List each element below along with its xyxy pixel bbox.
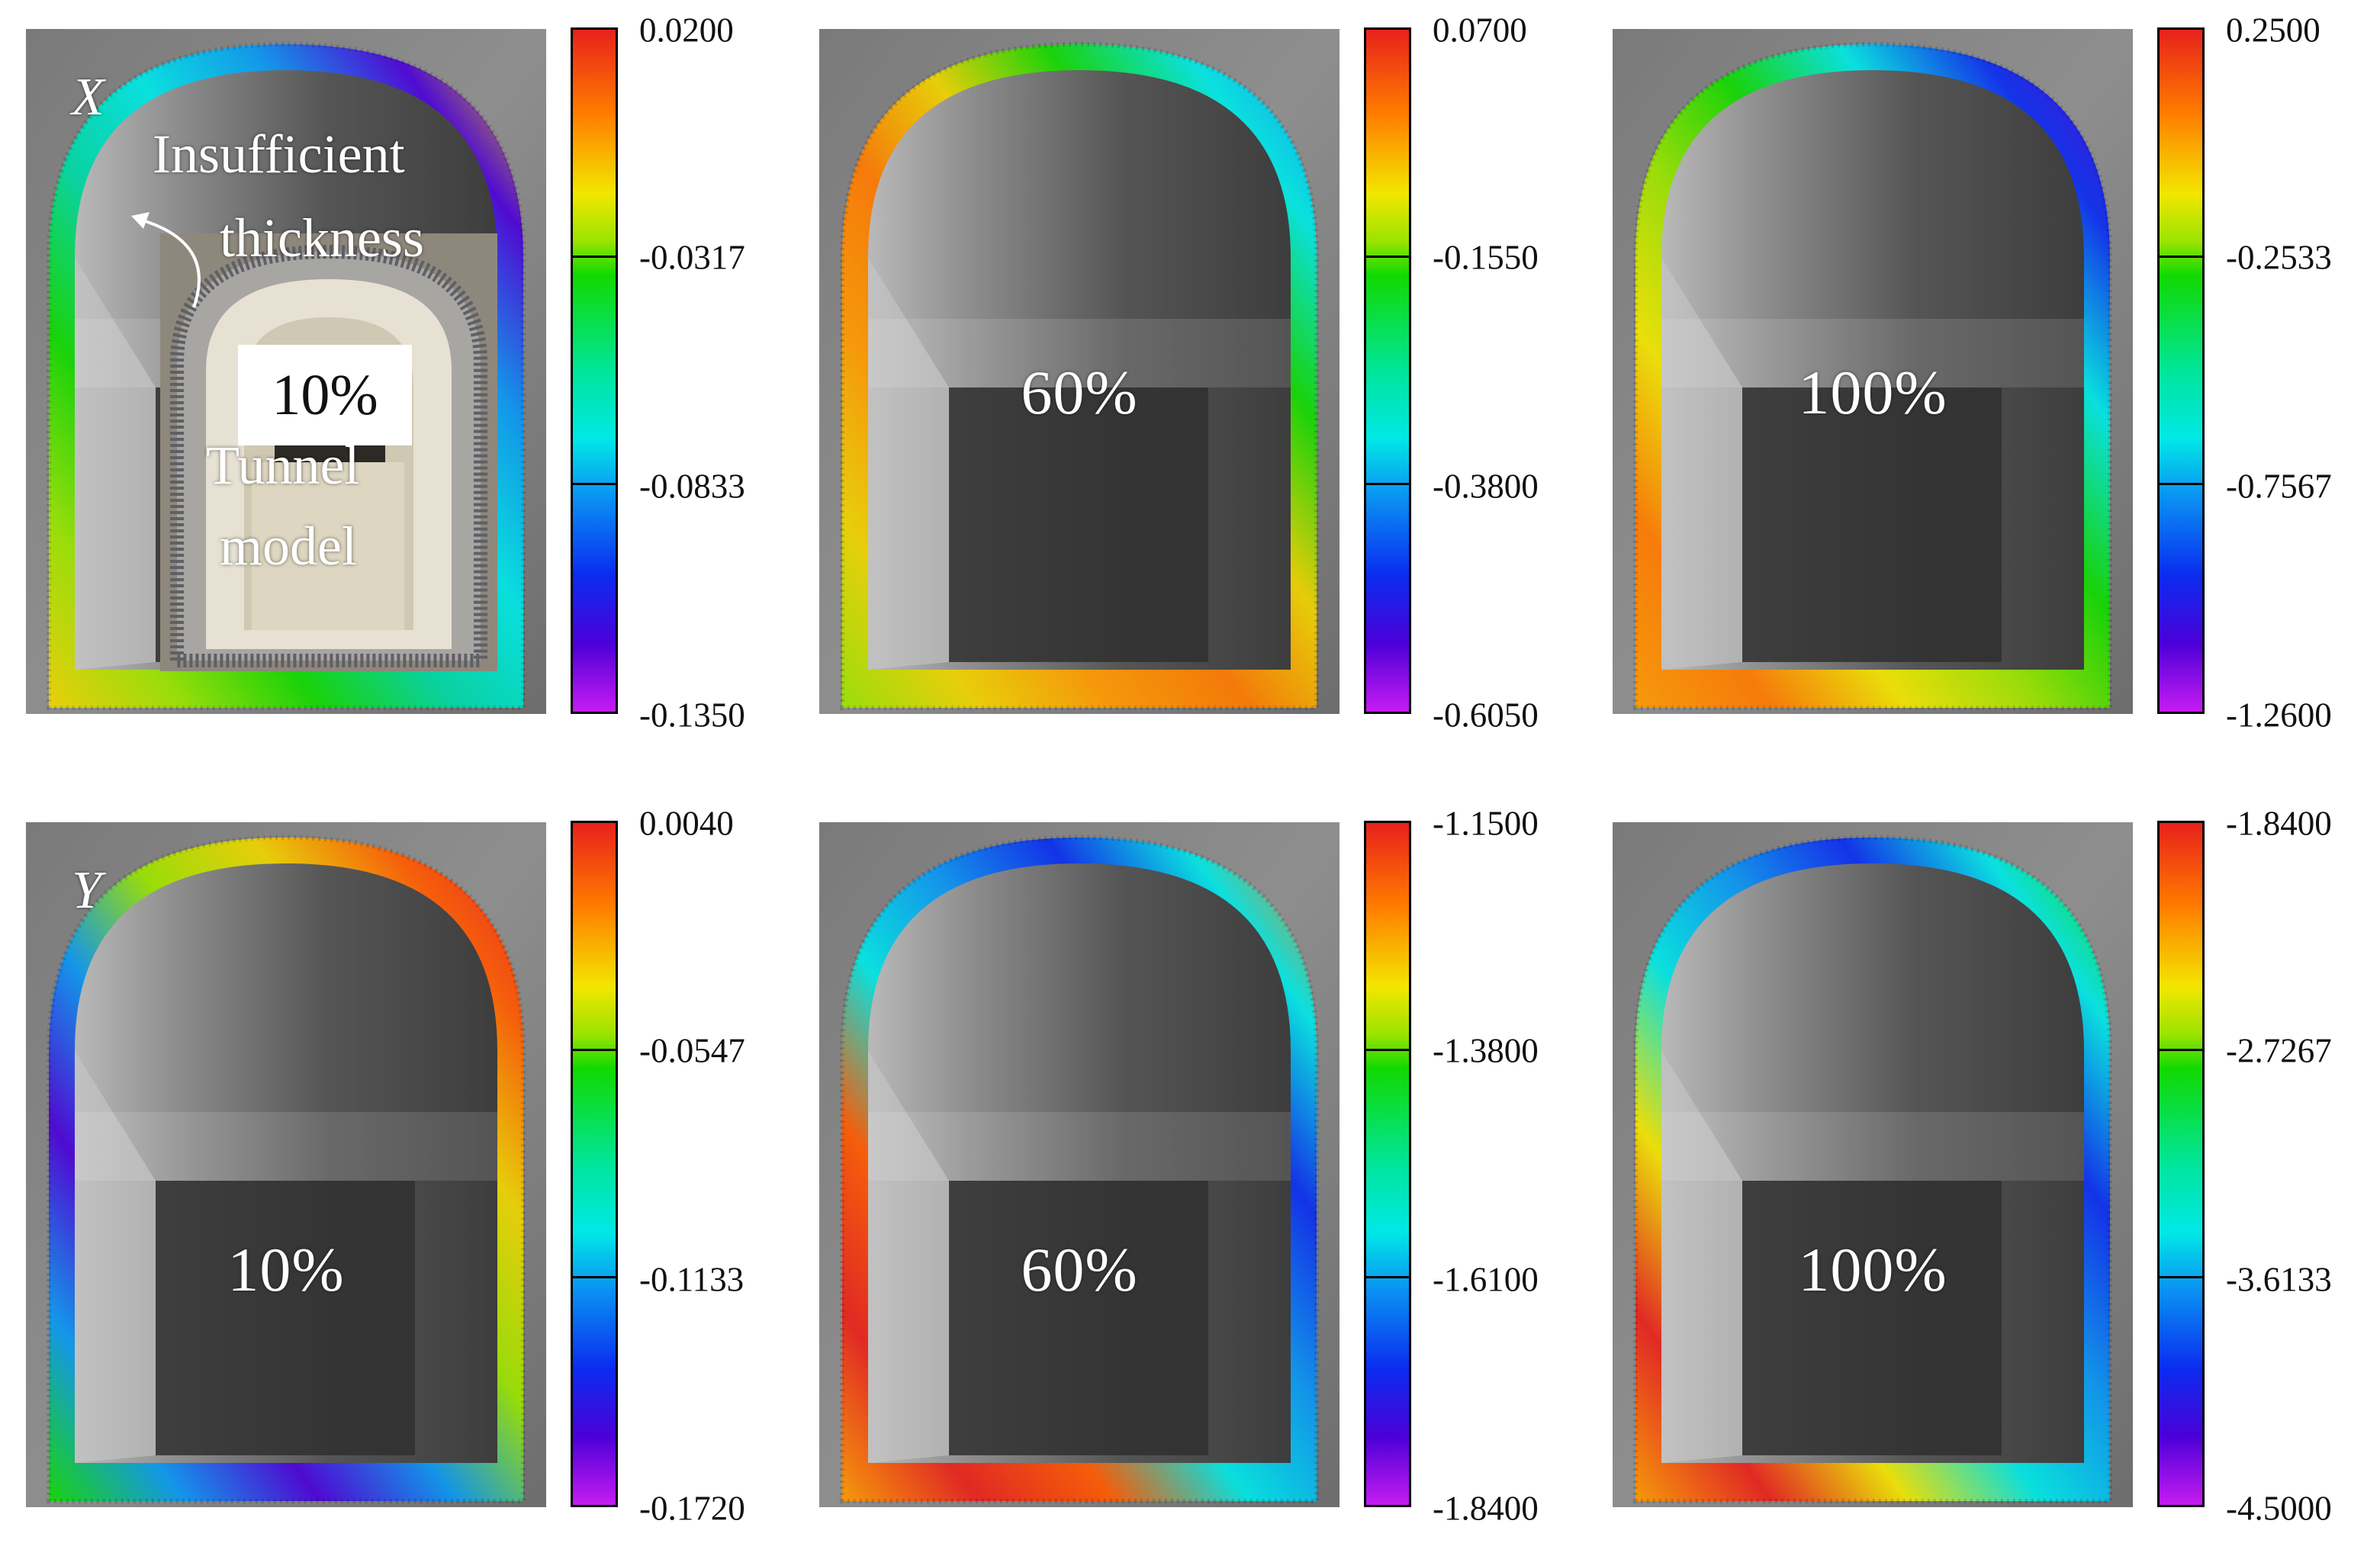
panel-x-100pct: 100% 0.2500 -0.2533 -0.7567 -1.2600 <box>1587 0 2380 763</box>
colorbar <box>1364 27 1411 714</box>
colorbar-tick <box>573 256 616 259</box>
colorbar <box>2157 27 2205 714</box>
percent-label: 100% <box>1798 1235 1947 1304</box>
colorbar-tick <box>2160 256 2202 259</box>
percent-label: 100% <box>1798 358 1947 427</box>
panel-x-60pct: 60% 0.0700 -0.1550 -0.3800 -0.6050 <box>793 0 1590 763</box>
axis-label: Y <box>72 861 101 920</box>
colorbar-label: -1.3800 <box>1433 1031 1539 1070</box>
annotation-model: model <box>220 516 357 577</box>
colorbar-label: -0.0317 <box>639 238 745 277</box>
colorbar-label: -2.7267 <box>2226 1031 2332 1070</box>
dic-photo-svg <box>819 29 1340 714</box>
colorbar-label: -1.8400 <box>1433 1489 1539 1528</box>
colorbar-tick <box>573 1276 616 1279</box>
dic-photo-svg <box>1613 822 2133 1507</box>
colorbar-tick <box>1366 483 1409 486</box>
panel-x-10pct: Insufficient thickness Tunnel model 10% X 0.02… <box>0 0 797 763</box>
colorbar-tick <box>573 1049 616 1052</box>
colorbar-label: -0.1720 <box>639 1489 745 1528</box>
annotation-arrow-icon <box>131 212 201 308</box>
panel-y-60pct: 60% -1.1500 -1.3800 -1.6100 -1.8400 <box>793 793 1590 1556</box>
colorbar-tick <box>2160 483 2202 486</box>
colorbar-tick <box>1366 1276 1409 1279</box>
colorbar-label: 0.0700 <box>1433 11 1527 50</box>
annotation-thickness: thickness <box>220 207 424 268</box>
dic-photo-svg <box>819 822 1340 1507</box>
colorbar-label: -0.7567 <box>2226 467 2332 506</box>
colorbar-tick <box>2160 1276 2202 1279</box>
dic-photo-svg <box>1613 29 2133 714</box>
colorbar-label: -0.2533 <box>2226 238 2332 277</box>
colorbar-label: -4.5000 <box>2226 1489 2332 1528</box>
dic-field-image: 10% Y <box>26 822 546 1507</box>
colorbar-label: -1.2600 <box>2226 696 2332 735</box>
annotation-tunnel: Tunnel <box>206 435 360 496</box>
colorbar-label: -0.1550 <box>1433 238 1539 277</box>
colorbar <box>1364 821 1411 1507</box>
colorbar-label: 0.0040 <box>639 804 734 843</box>
dic-field-image: 100% <box>1613 29 2133 714</box>
panel-y-100pct: 100% -1.8400 -2.7267 -3.6133 -4.5000 <box>1587 793 2380 1556</box>
annotation-insufficient: Insufficient <box>153 124 405 185</box>
colorbar-label: -3.6133 <box>2226 1260 2332 1299</box>
axis-label: X <box>72 68 105 127</box>
dic-field-image: 60% <box>819 822 1340 1507</box>
colorbar-label: -1.8400 <box>2226 804 2332 843</box>
dic-photo-svg <box>26 822 546 1507</box>
colorbar-label: 0.0200 <box>639 11 734 50</box>
colorbar-label: -0.1133 <box>639 1260 745 1299</box>
colorbar <box>571 821 618 1507</box>
colorbar-label: -0.0547 <box>639 1031 745 1070</box>
colorbar-label: -0.3800 <box>1433 467 1539 506</box>
percent-label: 60% <box>1021 358 1138 427</box>
dic-field-image: 60% <box>819 29 1340 714</box>
percent-label: 60% <box>1021 1235 1138 1304</box>
colorbar-tick <box>1366 256 1409 259</box>
dic-field-image: Insufficient thickness Tunnel model 10% X <box>26 29 546 714</box>
colorbar-label: -1.1500 <box>1433 804 1539 843</box>
percent-label: 10% <box>227 1235 345 1304</box>
colorbar <box>2157 821 2205 1507</box>
panel-y-10pct: 10% Y 0.0040 -0.0547 -0.1133 -0.1720 <box>0 793 797 1556</box>
colorbar <box>571 27 618 714</box>
colorbar-label: 0.2500 <box>2226 11 2320 50</box>
percent-label: 10% <box>238 345 412 445</box>
colorbar-tick <box>573 483 616 486</box>
dic-field-image: 100% <box>1613 822 2133 1507</box>
colorbar-label: -0.6050 <box>1433 696 1539 735</box>
colorbar-label: -1.6100 <box>1433 1260 1539 1299</box>
colorbar-tick <box>2160 1049 2202 1052</box>
colorbar-label: -0.1350 <box>639 696 745 735</box>
colorbar-tick <box>1366 1049 1409 1052</box>
colorbar-label: -0.0833 <box>639 467 745 506</box>
